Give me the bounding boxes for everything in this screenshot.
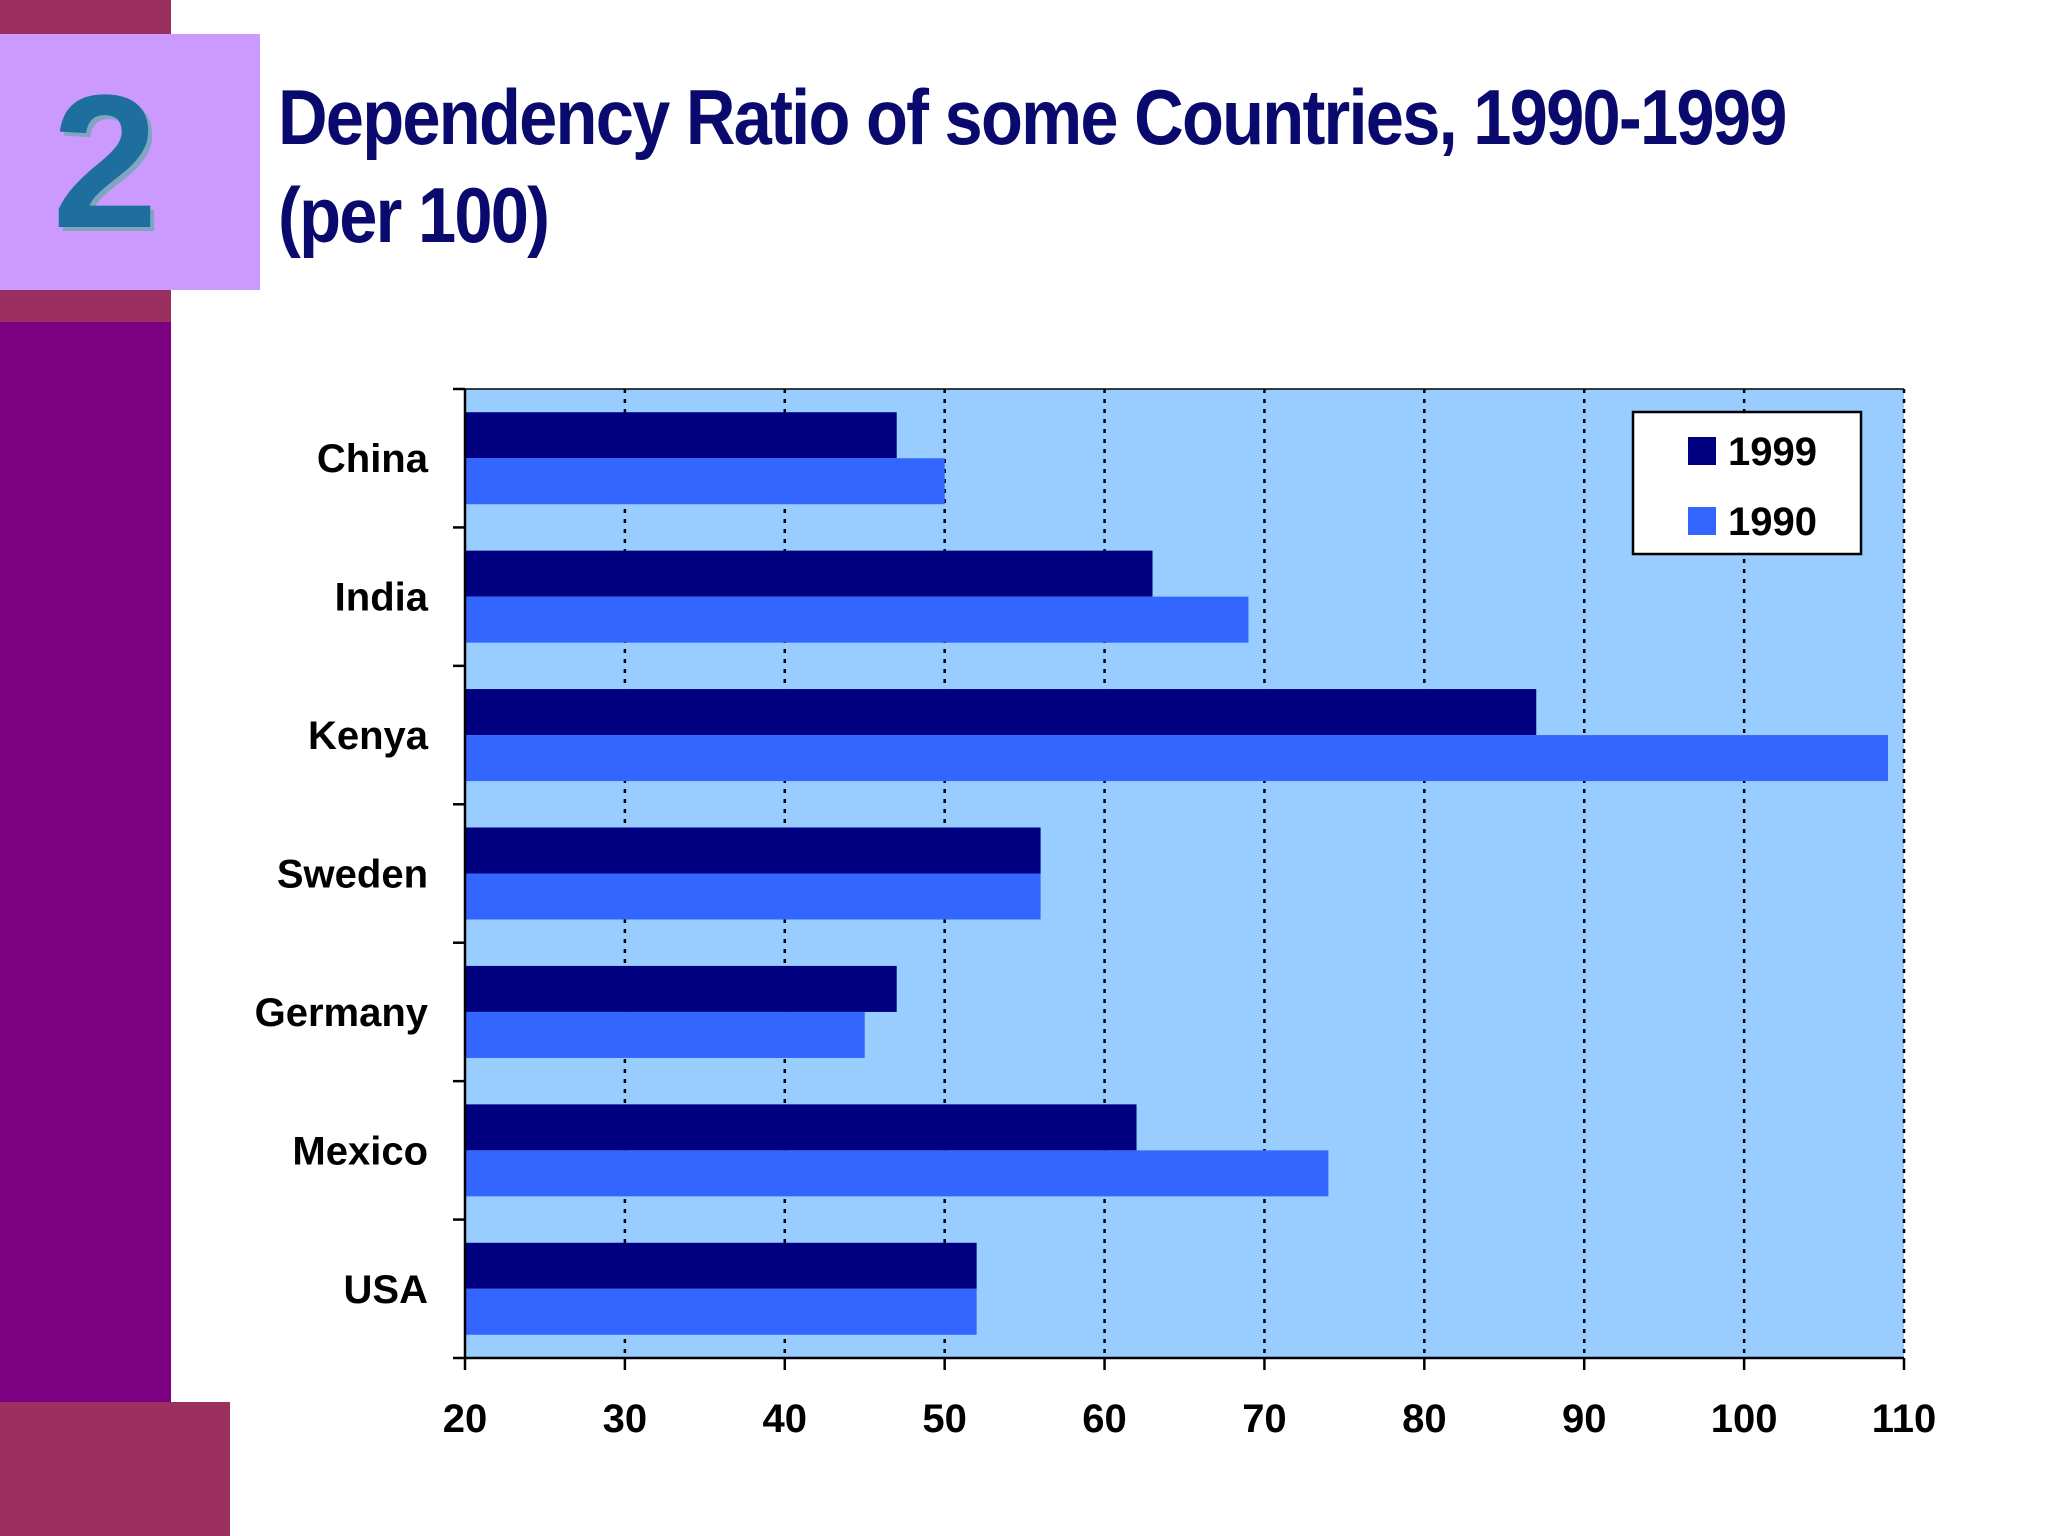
bar-sweden-1990 (465, 873, 1041, 920)
y-tick-label: Kenya (308, 714, 429, 758)
sidebar-middle-accent (0, 290, 171, 322)
x-tick-label: 90 (1562, 1397, 1607, 1441)
x-tick-label: 30 (603, 1397, 648, 1441)
bar-kenya-1999 (465, 689, 1537, 736)
x-tick-label: 110 (1872, 1397, 1937, 1441)
y-tick-label: Mexico (292, 1129, 428, 1173)
y-tick-label: India (335, 576, 429, 620)
x-tick-label: 70 (1242, 1397, 1287, 1441)
y-tick-label: China (317, 437, 429, 481)
bar-sweden-1999 (465, 827, 1041, 874)
y-tick-label: Germany (255, 991, 429, 1035)
x-tick-label: 100 (1711, 1397, 1778, 1441)
x-tick-label: 80 (1402, 1397, 1447, 1441)
bottom-left-accent (0, 1402, 230, 1536)
bar-usa-1990 (465, 1288, 977, 1335)
legend-label-1990: 1990 (1728, 500, 1817, 544)
legend-swatch-1990 (1688, 507, 1716, 535)
y-tick-label: USA (344, 1268, 428, 1312)
y-tick-label: Sweden (277, 853, 428, 897)
bar-germany-1990 (465, 1011, 865, 1058)
legend: 1999 1990 (1631, 410, 1863, 556)
x-tick-label: 20 (443, 1397, 488, 1441)
legend-box (1631, 410, 1863, 556)
bar-china-1999 (465, 412, 897, 459)
bar-india-1990 (465, 596, 1249, 643)
bar-kenya-1990 (465, 735, 1889, 782)
slide-title: Dependency Ratio of some Countries, 1990… (278, 73, 1787, 259)
bar-usa-1999 (465, 1242, 977, 1289)
bar-germany-1999 (465, 965, 897, 1012)
bar-mexico-1990 (465, 1150, 1329, 1197)
x-tick-label: 50 (922, 1397, 967, 1441)
slide-number-box: 2 (0, 34, 260, 290)
bar-china-1990 (465, 458, 945, 505)
sidebar-top-accent (0, 0, 171, 34)
legend-swatch-1999 (1688, 437, 1716, 465)
legend-label-1999: 1999 (1728, 430, 1817, 474)
x-tick-label: 60 (1082, 1397, 1127, 1441)
x-tick-label: 40 (763, 1397, 808, 1441)
bar-mexico-1999 (465, 1104, 1137, 1151)
slide-number: 2 (52, 56, 158, 268)
bar-india-1999 (465, 550, 1153, 597)
